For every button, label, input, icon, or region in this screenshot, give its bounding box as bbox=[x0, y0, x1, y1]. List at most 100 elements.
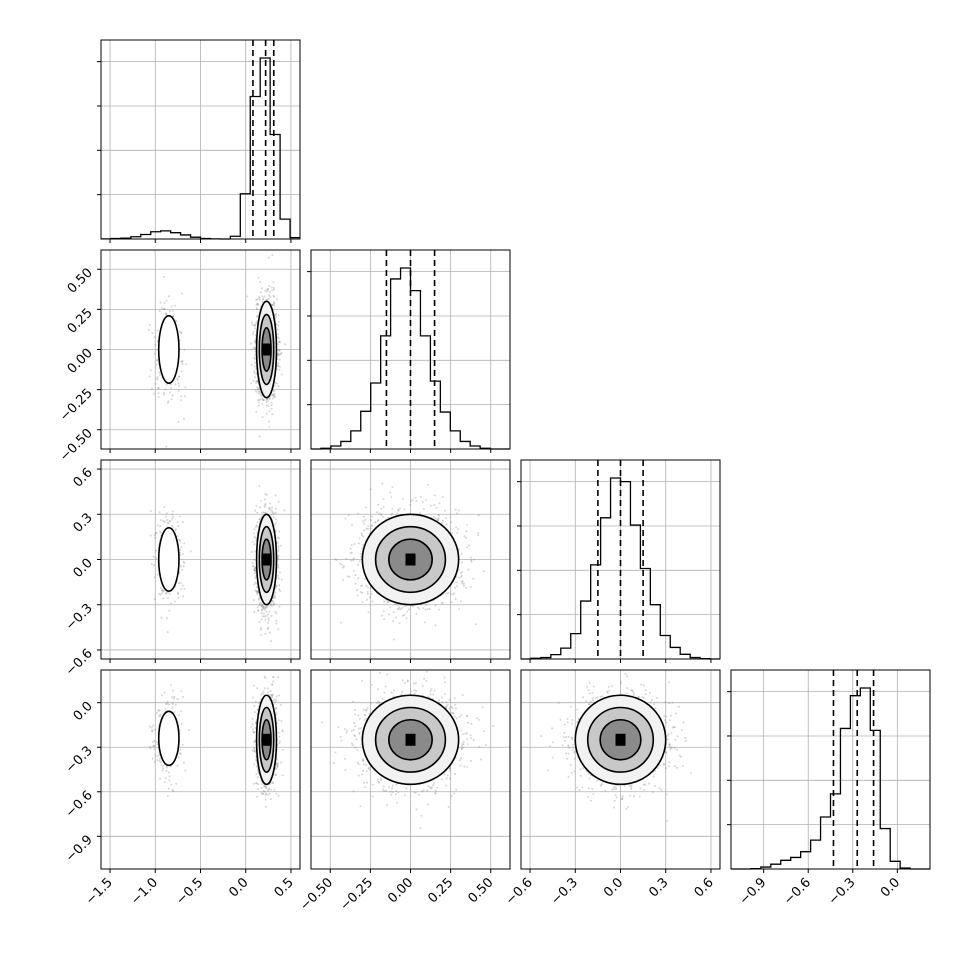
scatter-point bbox=[255, 321, 258, 324]
scatter-point bbox=[167, 400, 170, 403]
scatter-point bbox=[256, 315, 258, 318]
scatter-point bbox=[174, 304, 177, 307]
scatter-point bbox=[184, 386, 187, 389]
scatter-point bbox=[153, 564, 156, 567]
scatter-point bbox=[254, 550, 257, 553]
scatter-point bbox=[272, 295, 275, 297]
scatter-point bbox=[273, 393, 276, 396]
scatter-point bbox=[167, 295, 170, 298]
y-tick-label: −0.3 bbox=[63, 601, 96, 634]
scatter-point bbox=[253, 611, 256, 613]
scatter-point bbox=[364, 506, 367, 509]
scatter-point bbox=[167, 522, 170, 525]
scatter-point bbox=[276, 574, 279, 577]
scatter-point bbox=[153, 534, 156, 536]
scatter-point bbox=[252, 332, 254, 335]
scatter-point bbox=[277, 337, 280, 340]
scatter-point bbox=[251, 323, 254, 326]
scatter-point bbox=[445, 517, 447, 520]
scatter-point bbox=[268, 631, 271, 634]
y-tick-label: 0.0 bbox=[71, 556, 96, 581]
scatter-point bbox=[152, 555, 155, 558]
y-tick-label: 0.6 bbox=[71, 465, 96, 490]
scatter-point bbox=[170, 386, 173, 389]
scatter-point bbox=[254, 572, 257, 575]
scatter-point bbox=[401, 497, 404, 500]
scatter-point bbox=[254, 323, 257, 326]
scatter-point bbox=[161, 589, 164, 592]
scatter-point bbox=[158, 371, 161, 374]
scatter-point bbox=[267, 619, 270, 622]
scatter-point bbox=[258, 517, 261, 520]
scatter-point bbox=[266, 298, 269, 301]
scatter-point bbox=[267, 617, 270, 620]
histogram-panel-0 bbox=[97, 39, 301, 243]
scatter-point bbox=[154, 536, 157, 539]
scatter-point bbox=[283, 509, 286, 512]
scatter-point bbox=[177, 592, 180, 595]
scatter-point bbox=[252, 532, 255, 535]
scatter-point bbox=[181, 363, 184, 366]
scatter-point bbox=[149, 510, 152, 512]
scatter-point bbox=[268, 285, 271, 288]
scatter-point bbox=[395, 616, 398, 619]
scatter-point bbox=[351, 523, 353, 526]
scatter-point bbox=[260, 618, 263, 621]
scatter-point bbox=[182, 521, 185, 524]
scatter-point bbox=[165, 617, 168, 620]
scatter-point bbox=[168, 609, 171, 612]
scatter-point bbox=[434, 517, 437, 520]
scatter-point bbox=[151, 332, 154, 334]
scatter-point bbox=[255, 373, 258, 376]
scatter-point bbox=[267, 297, 270, 300]
scatter-point bbox=[254, 581, 257, 584]
scatter-point bbox=[270, 286, 273, 289]
scatter-point bbox=[159, 525, 162, 528]
scatter-point bbox=[171, 310, 174, 313]
scatter-point bbox=[347, 514, 350, 517]
scatter-point bbox=[357, 512, 360, 515]
scatter-point bbox=[153, 336, 156, 339]
scatter-point bbox=[362, 520, 365, 523]
scatter-point bbox=[262, 612, 265, 615]
scatter-point bbox=[357, 577, 360, 580]
scatter-point bbox=[183, 587, 186, 590]
scatter-point bbox=[261, 397, 264, 400]
scatter-point bbox=[162, 520, 165, 523]
scatter-point bbox=[433, 504, 436, 507]
scatter-point bbox=[257, 276, 260, 279]
scatter-point bbox=[352, 559, 355, 562]
scatter-point bbox=[277, 365, 280, 368]
scatter-point bbox=[438, 608, 441, 611]
scatter-point bbox=[449, 593, 452, 596]
scatter-point bbox=[365, 584, 368, 587]
scatter-point bbox=[266, 288, 269, 290]
scatter-point bbox=[437, 518, 440, 521]
scatter-point bbox=[279, 590, 282, 592]
scatter-point bbox=[267, 613, 270, 616]
scatter-point bbox=[265, 398, 268, 401]
scatter-point bbox=[260, 609, 263, 612]
scatter-point bbox=[277, 549, 280, 552]
scatter-point bbox=[369, 596, 371, 599]
scatter-point bbox=[366, 586, 369, 589]
scatter-point bbox=[262, 297, 265, 300]
scatter-point bbox=[254, 327, 256, 330]
scatter-point bbox=[154, 382, 157, 385]
scatter-point bbox=[391, 507, 394, 510]
scatter-point bbox=[455, 512, 458, 515]
scatter-point bbox=[267, 288, 270, 291]
scatter-point bbox=[176, 521, 179, 524]
scatter-point bbox=[165, 299, 168, 302]
density-contour bbox=[157, 527, 180, 592]
scatter-point bbox=[461, 571, 464, 573]
scatter-point bbox=[482, 570, 485, 573]
scatter-point bbox=[268, 397, 271, 400]
scatter-point bbox=[272, 393, 275, 396]
scatter-point bbox=[396, 512, 399, 515]
density-peak bbox=[261, 343, 272, 356]
scatter-point bbox=[161, 592, 164, 595]
scatter-point bbox=[260, 394, 263, 397]
scatter-point bbox=[382, 610, 385, 613]
scatter-point bbox=[180, 395, 183, 398]
